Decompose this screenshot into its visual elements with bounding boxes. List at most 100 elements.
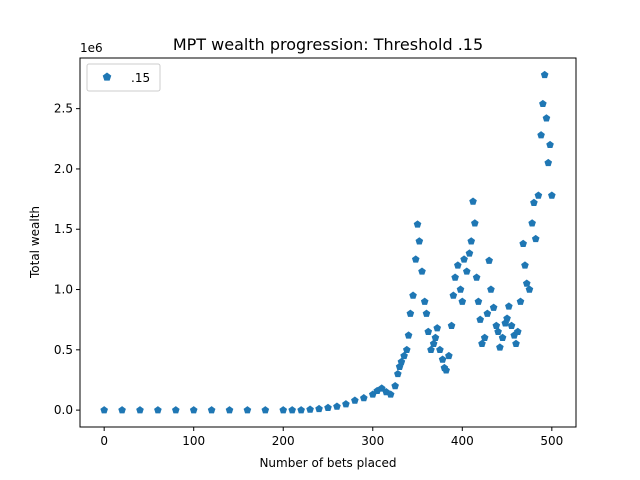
data-point [498,333,507,341]
data-point [478,339,486,348]
data-point [544,158,553,167]
x-tick-label: 200 [272,434,295,448]
data-point [333,402,341,410]
data-point [411,255,420,263]
y-offset-label: 1e6 [80,41,103,55]
y-tick-label: 2.5 [54,102,73,116]
data-point [261,406,270,414]
data-point [100,406,108,414]
data-point [422,309,431,317]
data-point [462,267,471,275]
data-point [447,321,456,329]
data-point [460,255,468,263]
data-point [225,406,234,414]
data-point [512,339,520,348]
data-point [451,273,459,281]
legend: .15 [86,63,161,92]
y-tick-label: 0.5 [54,343,73,357]
data-point [288,406,296,414]
data-point [424,327,433,335]
data-point [530,198,538,206]
data-point [402,345,411,354]
data-point [154,406,162,414]
data-point [548,191,556,199]
data-point [409,291,417,299]
data-point [136,406,144,414]
data-point [297,406,305,414]
data-point [525,285,534,293]
data-point [519,239,527,247]
data-point [542,114,551,122]
data-point [442,366,450,374]
data-point [507,321,516,329]
data-point [445,351,453,360]
data-point [394,369,402,378]
y-tick-label: 1.5 [54,222,73,236]
data-point [469,197,477,205]
ticks: 0 100 200 300 400 500 0.0 0.5 1.0 1.5 2.0 2.5 [54,102,563,448]
data-point [243,406,252,414]
data-point [546,140,554,149]
data-point [418,267,426,275]
data-point [516,297,525,305]
x-tick-label: 500 [540,434,563,448]
x-tick-label: 0 [100,434,108,448]
data-point [496,343,504,351]
plot-frame [79,57,577,428]
data-point [485,256,493,264]
data-point [522,279,531,287]
data-point [279,406,288,414]
data-point [449,291,458,299]
data-point [406,309,415,317]
data-point [521,261,529,269]
legend-marker [102,72,112,81]
data-point [207,406,216,414]
data-point [489,303,498,311]
x-axis-label: Number of bets placed [259,456,396,470]
data-point [438,355,447,363]
data-point [534,191,543,199]
y-tick-label: 1.0 [54,283,73,297]
data-point [471,219,479,227]
data-point [189,406,198,414]
y-tick-label: 2.0 [54,162,73,176]
data-point [456,285,465,293]
legend-box [86,63,161,92]
data-point [531,234,540,243]
data-point [467,237,476,245]
data-point [404,331,413,339]
legend-label: .15 [131,71,150,85]
data-point [480,333,489,341]
data-point [465,249,474,257]
data-point [539,99,547,108]
data-point [324,403,332,411]
data-point [514,327,522,335]
data-point [454,261,462,269]
data-point [431,333,440,341]
x-tick-label: 100 [182,434,205,448]
data-point [400,351,408,360]
data-point [528,219,536,227]
data-point [458,297,467,305]
data-point [429,339,438,348]
x-tick-label: 400 [451,434,474,448]
data-point [118,406,126,414]
data-point [427,345,435,354]
data-point [505,302,513,310]
x-tick-label: 300 [361,434,384,448]
data-point [537,131,545,139]
data-point [397,357,406,366]
y-tick-label: 0.0 [54,403,73,417]
data-point [342,400,350,408]
data-point [415,237,424,245]
data-point [494,327,502,335]
data-point [306,405,314,413]
chart-title: MPT wealth progression: Threshold .15 [173,35,483,54]
data-point [503,314,511,322]
data-point [483,309,492,317]
data-point [171,406,180,414]
data-point [540,70,549,79]
data-point [476,315,485,323]
data-point [315,404,323,413]
